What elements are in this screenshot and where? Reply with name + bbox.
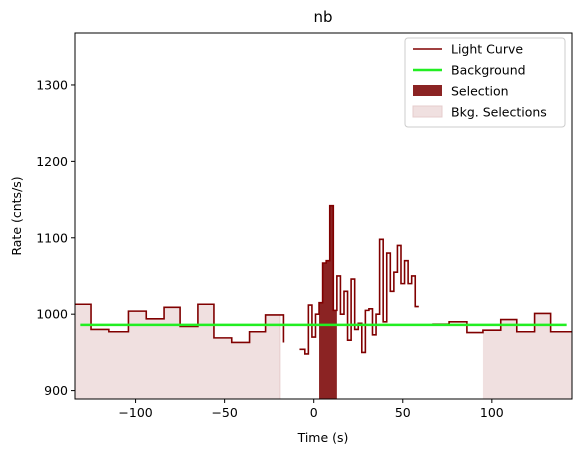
y-axis-label: Rate (cnts/s): [9, 176, 24, 255]
legend-label-1: Light Curve: [451, 42, 523, 57]
legend-label-3: Selection: [451, 84, 509, 99]
y-tick-label: 1200: [36, 154, 68, 169]
light-curve-burst: [299, 204, 419, 355]
legend-box: [404, 37, 566, 128]
y-tick-label: 1300: [36, 77, 68, 92]
selection-region: [319, 205, 337, 399]
x-axis-ticks: −100 −50 0 50 100: [118, 399, 504, 420]
bkg-selection-region-1: [75, 304, 280, 399]
legend-label-2: Background: [451, 63, 526, 78]
chart-title: nb: [313, 8, 332, 26]
legend: Light Curve Background Selection Bkg. Selec…: [404, 37, 566, 128]
light-curve-left: [75, 303, 285, 344]
x-tick-label: −100: [118, 405, 152, 420]
legend-swatch-4: [412, 105, 443, 118]
y-tick-label: 1100: [36, 230, 68, 245]
x-axis-label: Time (s): [297, 430, 349, 445]
y-tick-label: 1000: [36, 307, 68, 322]
selection-layer: [319, 205, 337, 399]
y-tick-label: 900: [44, 383, 68, 398]
y-axis-ticks: 900 1000 1100 1200 1300: [36, 77, 75, 398]
legend-label-4: Bkg. Selections: [451, 105, 547, 120]
x-tick-label: −50: [211, 405, 237, 420]
x-tick-label: 0: [310, 405, 318, 420]
x-tick-label: 50: [395, 405, 411, 420]
bkg-selection-region-2: [482, 313, 572, 399]
legend-swatch-3: [413, 85, 442, 96]
x-tick-label: 100: [480, 405, 504, 420]
plot-frame: [74, 32, 573, 400]
